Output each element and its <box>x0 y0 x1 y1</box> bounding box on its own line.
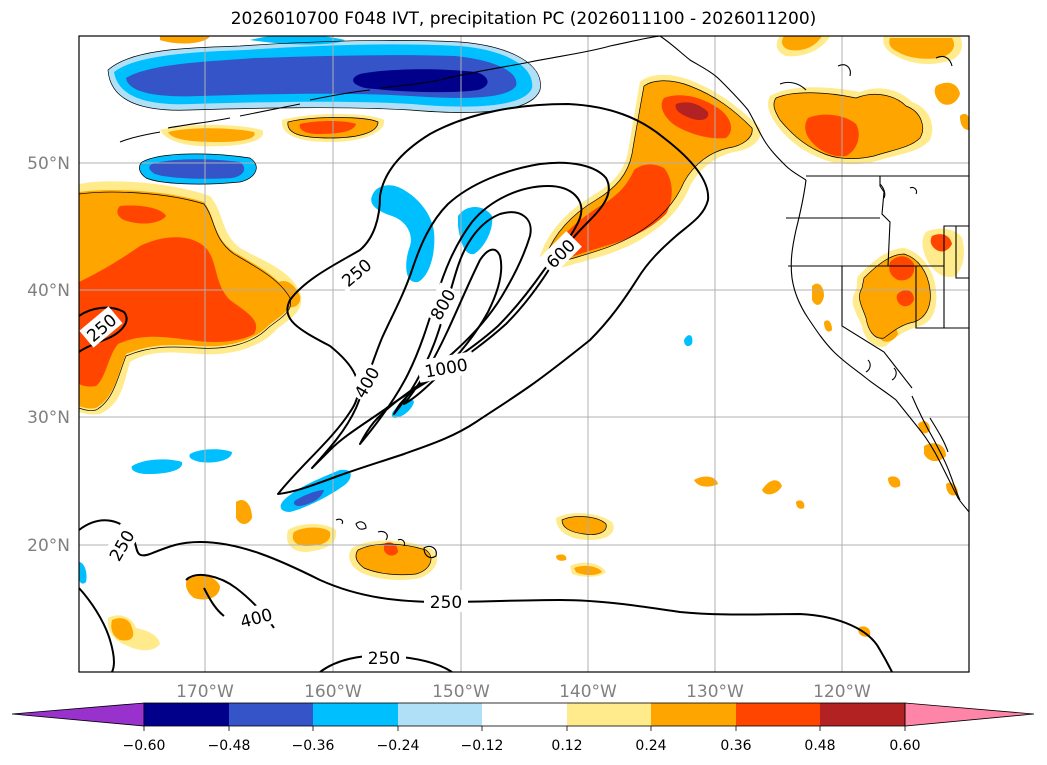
lat-label-30n: 30°N <box>27 408 70 428</box>
neg-jet-tail-inner <box>293 490 324 506</box>
negative-anomaly-regions <box>79 36 693 584</box>
colorbar-tick-label: 0.60 <box>889 738 920 754</box>
lon-label-160w: 160°W <box>304 682 362 702</box>
pos-24n-east-mid <box>562 516 607 535</box>
pos-25n-patch-2-mid <box>292 527 331 546</box>
map-content: 250 250 250 250 250 400 400 600 800 1000 <box>79 36 969 672</box>
lon-label-150w: 150°W <box>432 682 490 702</box>
pos-ca-1 <box>918 421 930 434</box>
pos-22n-patch-strong <box>384 542 398 556</box>
pos-sierra-1 <box>812 283 824 305</box>
lon-label-120w: 120°W <box>813 682 871 702</box>
latitude-labels: 50°N 40°N 30°N 20°N <box>27 154 70 556</box>
pos-22n-small <box>556 554 567 561</box>
colorbar-bin <box>313 703 398 726</box>
coastlines <box>119 36 969 559</box>
shade-outlines <box>79 40 931 576</box>
pos-27n-east-2 <box>762 480 782 495</box>
positive-anomaly-regions <box>79 36 969 651</box>
pos-top-edge <box>160 36 210 44</box>
pos-pnw-interior-strong <box>805 114 859 157</box>
pos-55n-strip-2-strong <box>299 121 356 134</box>
pos-ne-corner-3 <box>960 113 969 130</box>
pos-27n-east <box>694 476 718 487</box>
colorbar-tick-label: −0.12 <box>461 738 504 754</box>
pos-25n-patch-1 <box>236 499 252 524</box>
neg-30n-sliver <box>391 398 414 418</box>
colorbar-frame <box>143 702 906 727</box>
pos-great-basin-strong-2 <box>896 290 914 307</box>
lat-label-20n: 20°N <box>27 536 70 556</box>
neg-aleutian-max <box>353 69 488 93</box>
neg-west-edge <box>79 562 87 584</box>
longitude-labels: 170°W 160°W 150°W 140°W 130°W 120°W <box>176 682 871 702</box>
pos-west-region-strong <box>79 237 257 387</box>
pos-ne-corner-mid <box>889 38 955 59</box>
lat-label-40n: 40°N <box>27 281 70 301</box>
pos-east-region-strong <box>930 234 952 252</box>
contour-400-south-b <box>203 587 225 617</box>
colorbar-bin <box>820 703 905 726</box>
lon-label-130w: 130°W <box>686 682 744 702</box>
colorbar-tick-label: −0.60 <box>123 738 166 754</box>
colorbar: −0.60 −0.48 −0.36 −0.24 −0.12 0.12 0.24 … <box>11 702 1035 754</box>
pos-26n-small <box>796 500 805 509</box>
pos-17n-patch <box>186 574 220 600</box>
neg-160w-patch-inner <box>149 159 245 179</box>
neg-isolated-1 <box>131 459 183 474</box>
pos-west-region-strong-2 <box>117 205 166 224</box>
colorbar-bin <box>482 703 567 726</box>
colorbar-tick-label: 0.24 <box>635 738 666 754</box>
neg-150w-arc <box>371 185 435 283</box>
pos-ca-4 <box>888 476 901 488</box>
colorbar-bin <box>144 703 229 726</box>
colorbar-tick-label: −0.24 <box>377 738 420 754</box>
neg-isolated-3 <box>684 335 693 347</box>
colorbar-tick-label: −0.36 <box>292 738 335 754</box>
map-frame <box>78 35 970 673</box>
pos-13n-patch-mid <box>111 618 134 641</box>
pos-ne-corner-2 <box>934 82 960 105</box>
contour-label-gaps <box>79 231 582 668</box>
colorbar-bin <box>651 703 736 726</box>
pos-great-basin-strong <box>889 256 915 281</box>
colorbar-bin <box>567 703 651 726</box>
pos-40n-patch <box>273 281 301 308</box>
colorbar-tick-label: 0.36 <box>720 738 751 754</box>
contour-250-south-2 <box>79 587 115 672</box>
colorbar-tick-label: 0.12 <box>551 738 582 754</box>
pos-sierra-2 <box>878 321 898 342</box>
lat-label-50n: 50°N <box>27 154 70 174</box>
colorbar-tick-label: 0.48 <box>804 738 835 754</box>
lon-label-140w: 140°W <box>559 682 617 702</box>
neg-148w-patch <box>458 207 493 255</box>
contour-250-outer <box>277 103 710 495</box>
pos-sierra-3 <box>824 320 832 332</box>
pos-ar-north-max <box>675 102 709 120</box>
pos-ar-band-strong <box>549 164 672 263</box>
colorbar-bin <box>736 703 820 726</box>
colorbar-extend-min <box>11 702 145 727</box>
map-title: 2026010700 F048 IVT, precipitation PC (2… <box>230 9 817 29</box>
neg-isolated-2 <box>189 449 232 463</box>
colorbar-bin <box>229 703 313 726</box>
colorbar-tick-label: −0.48 <box>208 738 251 754</box>
pos-bc-coast-mid <box>782 36 822 51</box>
pos-great-basin-mid <box>859 254 931 339</box>
pos-22n-patch-mid <box>356 544 431 575</box>
contour-label-250: 250 <box>368 649 400 669</box>
colorbar-bin <box>398 703 482 726</box>
neg-north-strip <box>250 36 345 45</box>
contour-250-west <box>79 306 128 353</box>
pos-55n-strip-mid <box>168 128 255 142</box>
colorbar-extend-max <box>904 702 1035 727</box>
lon-label-170w: 170°W <box>176 682 234 702</box>
contour-label-250: 250 <box>430 593 462 613</box>
